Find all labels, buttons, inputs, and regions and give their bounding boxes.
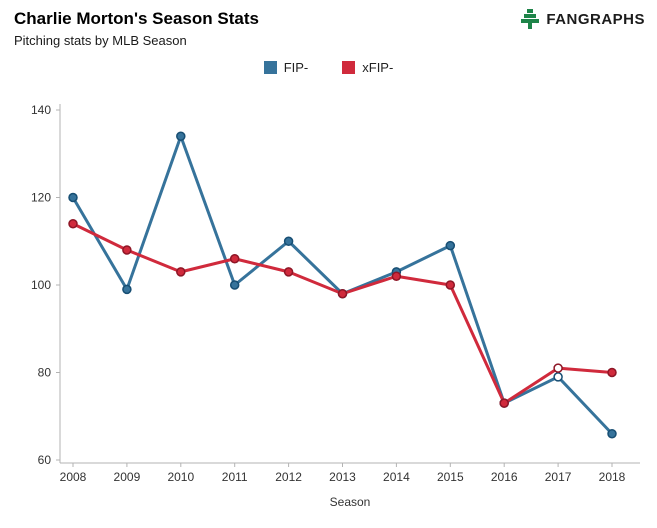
fangraphs-logo-text: FANGRAPHS: [546, 10, 645, 28]
marker-xFIP--2013: [337, 289, 348, 299]
fip-legend-label: FIP-: [283, 60, 309, 75]
x-tick-label: 2009: [114, 470, 141, 484]
marker-xFIP--2016: [499, 398, 509, 408]
chart-legend: FIP- xFIP-: [0, 60, 657, 75]
marker-xFIP--2015: [445, 280, 456, 290]
fangraphs-tree-icon: [521, 9, 540, 29]
marker-FIP--2009: [122, 284, 132, 295]
legend-item-xfip[interactable]: xFIP-: [342, 60, 393, 75]
x-tick-label: 2010: [167, 470, 194, 484]
chart-header: Charlie Morton's Season Stats Pitching s…: [14, 8, 259, 48]
xfip-legend-label: xFIP-: [362, 60, 394, 75]
y-tick-label: 80: [38, 366, 52, 380]
fangraphs-logo[interactable]: FANGRAPHS: [519, 8, 645, 30]
chart-subtitle: Pitching stats by MLB Season: [14, 33, 187, 49]
y-tick-label: 100: [31, 278, 51, 292]
season-stats-chart: 60 80 100 120 140 2008 2009 2010 2011 2012 2013 201…: [31, 103, 640, 509]
fip-legend-swatch: [263, 61, 277, 74]
marker-xFIP--2009: [122, 245, 132, 255]
chart-title: Charlie Morton's Season Stats: [14, 9, 259, 28]
marker-FIP--2010: [176, 131, 186, 141]
marker-xFIP--2010: [176, 267, 186, 277]
marker-xFIP--2012: [283, 267, 294, 277]
marker-FIP--2015: [445, 240, 456, 251]
marker-FIP--2018: [607, 429, 617, 439]
y-tick-label: 60: [38, 453, 52, 467]
x-tick-label: 2015: [437, 470, 464, 484]
series-line-FIP-: [71, 134, 614, 436]
marker-xFIP--2017: [553, 363, 563, 373]
x-tick-label: 2011: [222, 470, 248, 484]
x-tick-label: 2012: [275, 470, 302, 484]
x-axis-title: Season: [330, 495, 371, 509]
x-tick-label: 2018: [599, 470, 626, 484]
y-tick-label: 140: [31, 103, 51, 117]
marker-xFIP--2018: [607, 367, 617, 378]
xfip-legend-swatch: [342, 61, 356, 74]
x-tick-label: 2017: [545, 470, 572, 484]
series-line-xFIP-: [71, 222, 614, 405]
x-tick-label: 2014: [383, 470, 410, 484]
x-tick-label: 2016: [491, 470, 518, 484]
marker-FIP--2017: [553, 372, 563, 382]
marker-FIP--2011: [229, 280, 240, 290]
marker-FIP--2008: [68, 192, 78, 203]
marker-xFIP--2014: [391, 271, 402, 281]
marker-FIP--2012: [283, 236, 294, 246]
legend-item-fip[interactable]: FIP-: [263, 60, 309, 75]
x-tick-label: 2008: [60, 470, 87, 484]
y-tick-label: 120: [31, 191, 51, 205]
x-tick-label: 2013: [329, 470, 356, 484]
marker-xFIP--2008: [68, 219, 78, 229]
marker-xFIP--2011: [229, 254, 240, 264]
